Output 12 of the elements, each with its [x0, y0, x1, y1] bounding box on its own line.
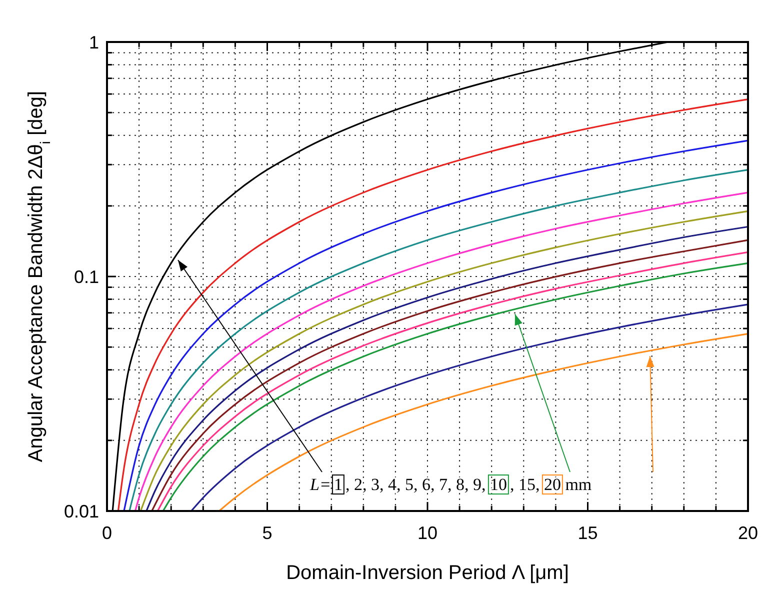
y-tick-label: 1: [88, 32, 99, 52]
text: L=1, 2, 3, 4, 5, 6, 7, 8, 9, 10, 15, 20 mm: [310, 475, 592, 494]
y-tick-label: 0.01: [64, 501, 99, 522]
x-tick-label: 20: [738, 523, 758, 543]
y-tick-label: 0.1: [74, 266, 99, 287]
line-series: [218, 332, 748, 511]
x-tick-label: 10: [417, 523, 438, 543]
x-axis-title: Domain-Inversion Period Λ [μm]: [286, 562, 569, 584]
x-tick-label: 5: [262, 523, 272, 543]
x-tick-label: 0: [102, 523, 112, 543]
x-tick-label: 15: [578, 523, 598, 543]
line-series: [190, 304, 748, 511]
